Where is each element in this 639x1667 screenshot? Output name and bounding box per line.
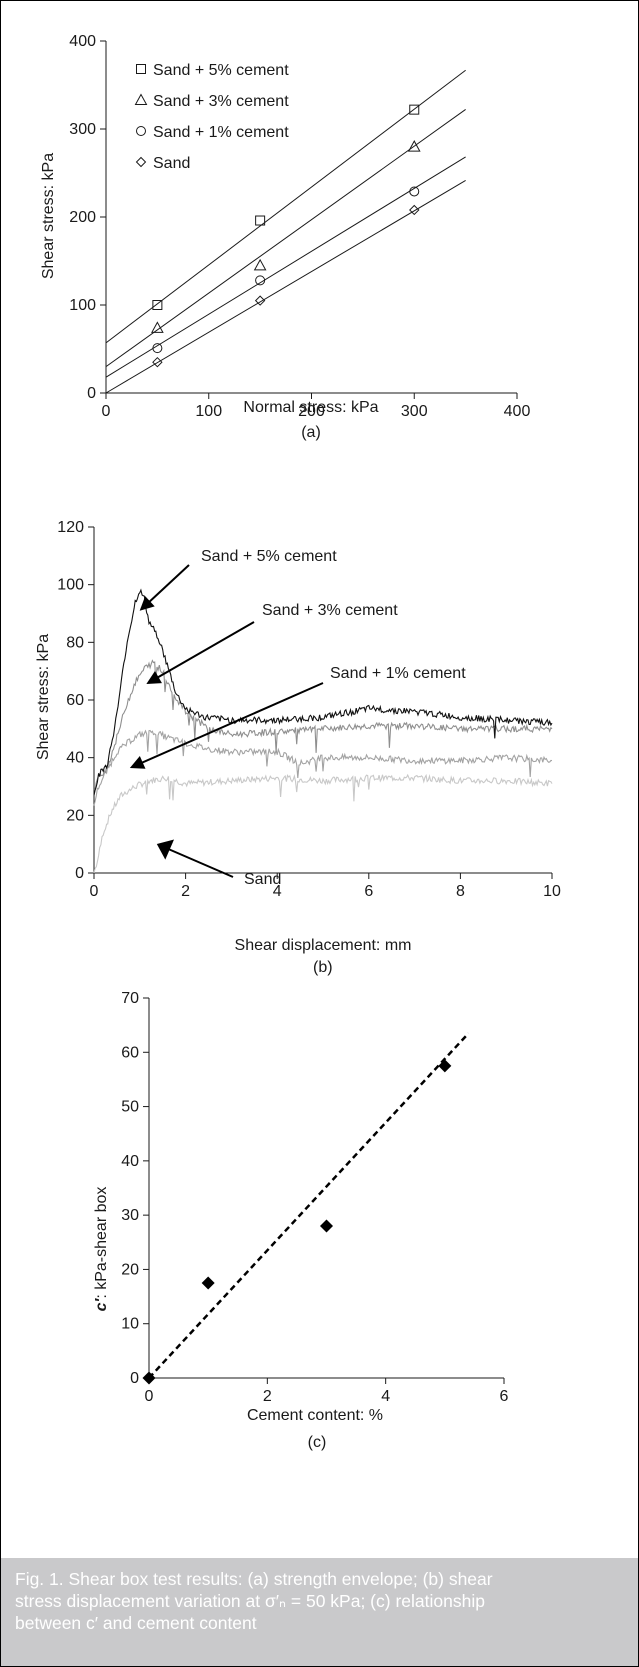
caption-line-1: Fig. 1. Shear box test results: (a) stre… xyxy=(15,1569,493,1589)
chart-b-ytick-label: 100 xyxy=(57,577,84,594)
chart-b-xtick-label: 4 xyxy=(273,883,282,900)
chart-a-legend-marker xyxy=(136,64,146,74)
chart-a-xlabel: Normal stress: kPa xyxy=(243,399,378,416)
chart-a-legend-label: Sand xyxy=(153,155,190,172)
chart-b-ytick-label: 0 xyxy=(75,865,84,882)
chart-c-panel-label: (c) xyxy=(308,1434,327,1451)
chart-b-annotation-arrowhead xyxy=(146,670,162,684)
chart-b-annotation-arrow xyxy=(138,682,324,765)
chart-c-ytick-label: 40 xyxy=(121,1153,139,1170)
chart-a-point xyxy=(255,215,266,226)
chart-a-xtick-label: 100 xyxy=(195,403,222,420)
chart-b-annotation-label: Sand + 1% cement xyxy=(330,665,466,682)
chart-b-annotation-label: Sand + 5% cement xyxy=(201,548,337,565)
chart-a-point xyxy=(152,356,163,368)
chart-b-xtick-label: 10 xyxy=(543,883,561,900)
chart-c-ytick-label: 0 xyxy=(130,1370,139,1387)
chart-b-series-line xyxy=(93,729,553,806)
chart-a-point xyxy=(409,186,420,197)
chart-a-xtick-label: 300 xyxy=(401,403,428,420)
chart-b-ytick-label: 40 xyxy=(66,750,84,767)
chart-b-xtick-label: 2 xyxy=(181,883,190,900)
chart-a-ylabel: Shear stress: kPa xyxy=(40,153,57,279)
chart-c-xtick-label: 4 xyxy=(381,1388,390,1405)
chart-b-ytick-label: 120 xyxy=(57,519,84,536)
chart-c-ylabel-symbol: c′ xyxy=(93,1298,110,1312)
chart-b-series-line xyxy=(93,773,553,874)
chart-b-annotation-arrowhead xyxy=(129,755,146,769)
chart-a: 0 100 200 300 400 0 100 200 300 400 Sand + 5% cem… xyxy=(40,33,531,441)
chart-c-ylabel: c′: kPa-shear box xyxy=(93,1187,110,1312)
figure-caption: Fig. 1. Shear box test results: (a) stre… xyxy=(1,1558,638,1666)
chart-a-legend-marker xyxy=(134,93,148,105)
chart-c-ytick-label: 30 xyxy=(121,1207,139,1224)
chart-b-annotation-arrow xyxy=(154,621,255,680)
chart-c-ytick-label: 60 xyxy=(121,1044,139,1061)
chart-a-point xyxy=(254,295,266,306)
chart-c-xtick-label: 2 xyxy=(263,1388,272,1405)
chart-a-point xyxy=(152,300,163,310)
chart-b-xtick-label: 0 xyxy=(90,883,99,900)
chart-c-trendline xyxy=(148,1032,470,1379)
chart-b-ylabel: Shear stress: kPa xyxy=(35,634,52,760)
chart-a-legend-marker xyxy=(136,126,146,136)
chart-c-ylabel-rest: : kPa-shear box xyxy=(93,1187,110,1299)
chart-a-legend-label: Sand + 3% cement xyxy=(153,93,289,110)
chart-a-fit-line xyxy=(105,180,466,394)
caption-line-3: between c′ and cement content xyxy=(15,1613,257,1633)
chart-b-ytick-label: 60 xyxy=(66,692,84,709)
chart-c-point xyxy=(142,1371,156,1385)
chart-c-point xyxy=(320,1219,333,1233)
chart-c-point xyxy=(438,1059,452,1073)
chart-b-annotation-label: Sand xyxy=(244,871,281,888)
chart-b-series-line xyxy=(93,659,553,791)
chart-b-xlabel: Shear displacement: mm xyxy=(235,937,412,954)
chart-a-panel-label: (a) xyxy=(301,424,321,441)
chart-c-ytick-label: 70 xyxy=(121,990,139,1007)
chart-b-xtick-label: 8 xyxy=(456,883,465,900)
chart-a-point xyxy=(152,343,163,354)
chart-c-ytick-label: 20 xyxy=(121,1261,139,1278)
chart-a-legend-label: Sand + 5% cement xyxy=(153,62,289,79)
chart-a-ytick-label: 300 xyxy=(69,121,96,138)
chart-a-point xyxy=(253,258,267,271)
chart-a-ytick-label: 200 xyxy=(69,209,96,226)
chart-a-point xyxy=(255,275,266,286)
chart-c-ytick-label: 10 xyxy=(121,1316,139,1333)
chart-c-xtick-label: 6 xyxy=(500,1388,509,1405)
chart-b-annotation-arrow xyxy=(146,564,190,605)
chart-a-xtick-label: 400 xyxy=(504,403,531,420)
chart-a-ytick-label: 0 xyxy=(87,385,96,402)
caption-line-2: stress displacement variation at σ′ₙ = 5… xyxy=(15,1591,485,1611)
chart-b-xtick-label: 6 xyxy=(364,883,373,900)
chart-c-xlabel: Cement content: % xyxy=(247,1407,383,1424)
chart-a-fit-line xyxy=(105,69,466,344)
chart-c-point xyxy=(201,1276,215,1290)
chart-a-fit-line xyxy=(105,109,466,368)
chart-a-ytick-label: 400 xyxy=(69,33,96,50)
chart-a-ytick-label: 100 xyxy=(69,297,96,314)
chart-a-point xyxy=(151,321,164,333)
chart-a-fit-line xyxy=(105,156,466,378)
chart-b-annotation-label: Sand + 3% cement xyxy=(262,602,398,619)
chart-b-panel-label: (b) xyxy=(313,959,333,976)
chart-b-series-line xyxy=(93,588,553,796)
chart-a-point xyxy=(409,104,420,115)
chart-b-annotation-arrow xyxy=(165,847,234,878)
chart-a-xtick-label: 200 xyxy=(298,403,325,420)
chart-c-xtick-label: 0 xyxy=(145,1388,154,1405)
chart-a-point xyxy=(409,204,420,216)
chart-a-legend-marker xyxy=(135,156,147,168)
chart-a-point xyxy=(407,140,421,152)
chart-b-ytick-label: 80 xyxy=(66,634,84,651)
chart-b-ytick-label: 20 xyxy=(66,807,84,824)
chart-b-annotation-arrowhead xyxy=(156,839,175,860)
chart-b-annotation-arrowhead xyxy=(139,596,155,611)
chart-c-ytick-label: 50 xyxy=(121,1099,139,1116)
chart-a-xtick-label: 0 xyxy=(102,403,111,420)
chart-a-legend-label: Sand + 1% cement xyxy=(153,124,289,141)
